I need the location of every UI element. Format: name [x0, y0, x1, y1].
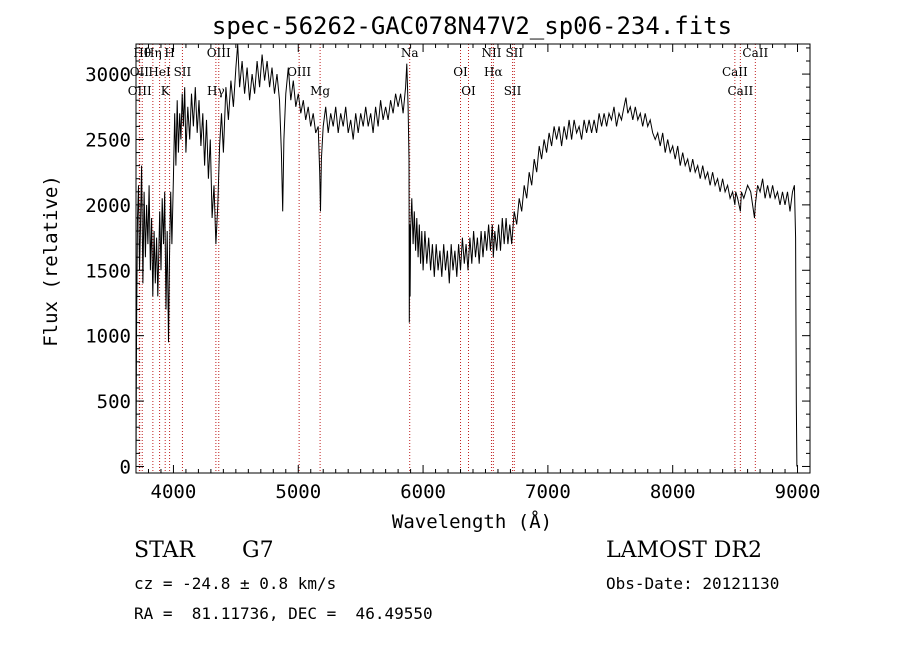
marker-label: K [161, 84, 171, 98]
marker-label: SII [505, 46, 523, 60]
x-tick-label: 6000 [400, 481, 446, 503]
marker-label: NII [481, 46, 501, 60]
coordinates: RA = 81.11736, DEC = 46.49550 [134, 604, 433, 623]
marker-label: SII [174, 65, 192, 79]
y-axis-label: Flux (relative) [40, 175, 62, 347]
chart-title: spec-56262-GAC078N47V2_sp06-234.fits [212, 12, 732, 40]
y-tick-label: 1500 [85, 260, 131, 282]
x-axis-ticks: 4000 5000 6000 7000 8000 9000 [135, 44, 821, 503]
observation-date: Obs-Date: 20121130 [606, 574, 780, 593]
marker-label: HeI [148, 65, 171, 79]
y-tick-label: 3000 [85, 64, 131, 86]
marker-label: CaII [742, 46, 768, 60]
spectrum-line [135, 43, 798, 467]
marker-label: Hα [484, 65, 503, 79]
object-subclass: G7 [242, 538, 274, 563]
marker-label: Mg [310, 84, 330, 98]
plot-frame [135, 43, 811, 474]
marker-label: OI [453, 65, 468, 79]
marker-label: H [164, 46, 174, 60]
x-tick-label: 9000 [775, 481, 821, 503]
marker-label: OII [130, 65, 150, 79]
marker-label: SII [504, 84, 522, 98]
x-axis-label: Wavelength (Å) [392, 510, 552, 533]
spectral-line-markers [138, 44, 756, 473]
x-tick-label: 7000 [525, 481, 571, 503]
x-tick-label: 5000 [275, 481, 321, 503]
marker-label: Hθ [133, 46, 151, 60]
marker-label: OI [461, 84, 476, 98]
redshift-velocity: cz = -24.8 ± 0.8 km/s [134, 574, 337, 593]
spectral-line-labels: HθOIIOIIIHηHeIKHSIIHγOIIIOIIIMgNaOIOINII… [128, 46, 769, 98]
survey-name: LAMOST DR2 [606, 538, 762, 563]
marker-label: Na [401, 46, 419, 60]
y-tick-label: 2000 [85, 195, 131, 217]
y-tick-label: 500 [97, 391, 131, 413]
y-axis-ticks: 0 500 1000 1500 2000 2500 3000 [85, 47, 810, 478]
y-tick-label: 2500 [85, 129, 131, 151]
x-tick-label: 4000 [151, 481, 197, 503]
marker-label: OIII [287, 65, 311, 79]
marker-label: OIII [207, 46, 231, 60]
object-type: STAR [134, 538, 195, 563]
y-tick-label: 0 [120, 456, 131, 478]
marker-label: Hη [144, 46, 162, 60]
marker-label: CaII [727, 84, 753, 98]
y-tick-label: 1000 [85, 326, 131, 348]
marker-label: CaII [722, 65, 748, 79]
marker-label: Hγ [207, 84, 225, 98]
marker-label: OIII [128, 84, 152, 98]
x-tick-label: 8000 [650, 481, 696, 503]
